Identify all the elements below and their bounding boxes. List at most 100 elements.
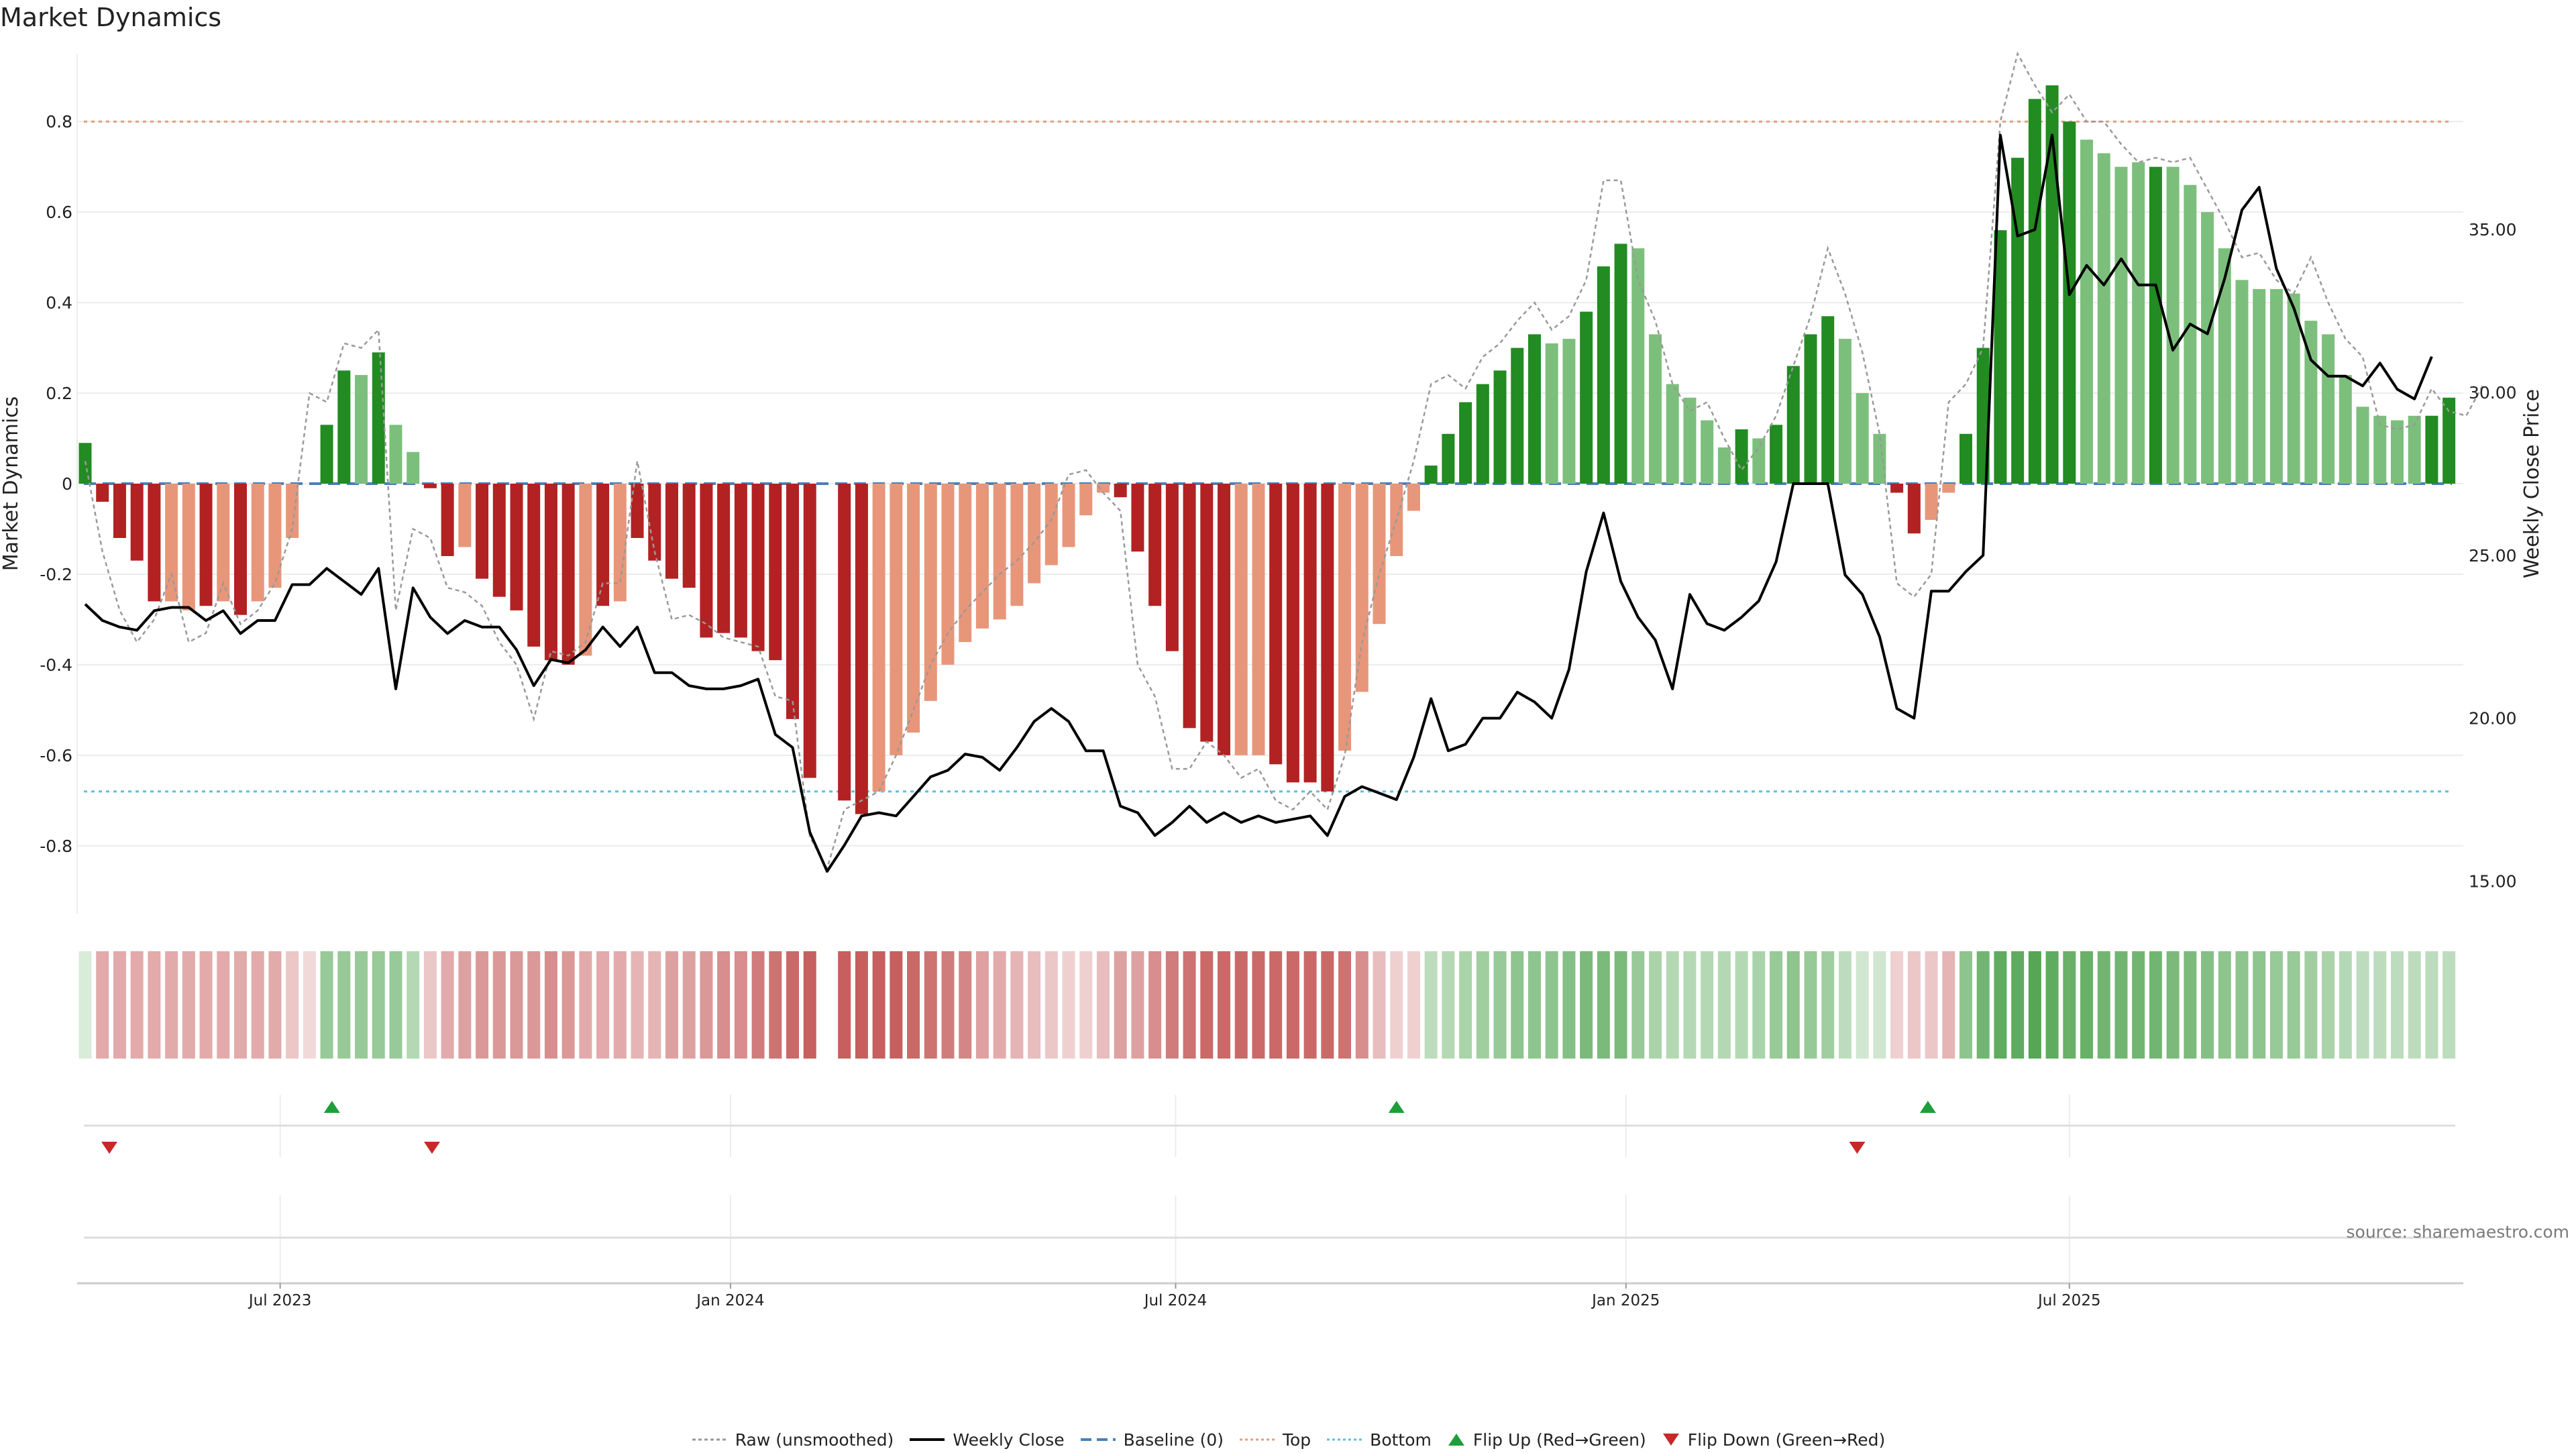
heat-cell bbox=[631, 951, 644, 1059]
flip-down-marker bbox=[101, 1142, 118, 1154]
heat-cell bbox=[2356, 951, 2369, 1059]
dynamics-bar bbox=[1666, 384, 1679, 484]
heat-cell bbox=[1218, 951, 1231, 1059]
dynamics-bar bbox=[182, 484, 195, 610]
legend: Raw (unsmoothed) Weekly Close Baseline (… bbox=[0, 1426, 2576, 1453]
dynamics-bar bbox=[113, 484, 126, 538]
heat-cell bbox=[1442, 951, 1455, 1059]
heat-cell bbox=[1838, 951, 1851, 1059]
heat-cell bbox=[613, 951, 627, 1059]
legend-flip-up-label: Flip Up (Red→Green) bbox=[1472, 1430, 1646, 1450]
raw-line bbox=[84, 51, 2485, 871]
heat-cell bbox=[855, 951, 868, 1059]
dynamics-bar bbox=[941, 484, 955, 665]
heat-cell bbox=[337, 951, 351, 1059]
y2-axis-labels: 15.00 20.00 25.00 30.00 35.00 Weekly Close Pr… bbox=[2469, 220, 2544, 891]
legend-baseline-swatch bbox=[1080, 1438, 1116, 1441]
dynamics-bar bbox=[2132, 162, 2145, 484]
heat-cell bbox=[130, 951, 144, 1059]
heat-cell bbox=[1407, 951, 1420, 1059]
heat-cell bbox=[1165, 951, 1179, 1059]
chart-title: Market Dynamics bbox=[0, 3, 222, 32]
heat-cell bbox=[286, 951, 299, 1059]
dynamics-bars bbox=[78, 85, 2456, 814]
legend-top: Top bbox=[1238, 1430, 1311, 1450]
heat-cell bbox=[407, 951, 420, 1059]
flip-markers bbox=[101, 1101, 1936, 1154]
heat-cell bbox=[96, 951, 109, 1059]
heat-cell bbox=[579, 951, 592, 1059]
heat-strip bbox=[78, 951, 2456, 1059]
dynamics-bar bbox=[148, 484, 161, 602]
dynamics-bar bbox=[2253, 288, 2266, 484]
heat-cell bbox=[423, 951, 437, 1059]
heat-cell bbox=[355, 951, 368, 1059]
y2-tick-label: 35.00 bbox=[2469, 220, 2517, 239]
dynamics-bar bbox=[1476, 384, 1489, 484]
dynamics-bar bbox=[579, 484, 592, 656]
dynamics-bar bbox=[2114, 166, 2128, 484]
heat-cell bbox=[1286, 951, 1299, 1059]
series-lines bbox=[84, 51, 2485, 873]
dynamics-bar bbox=[423, 484, 437, 488]
heat-cell bbox=[2253, 951, 2266, 1059]
dynamics-bar bbox=[1269, 484, 1283, 765]
heat-cell bbox=[1562, 951, 1576, 1059]
legend-baseline-label: Baseline (0) bbox=[1123, 1430, 1224, 1450]
dynamics-bar bbox=[2408, 415, 2421, 484]
heat-cell bbox=[786, 951, 800, 1059]
dynamics-bar bbox=[1355, 484, 1368, 692]
heat-cell bbox=[2045, 951, 2059, 1059]
dynamics-bar bbox=[700, 484, 713, 638]
heat-cell bbox=[2390, 951, 2404, 1059]
heat-cell bbox=[993, 951, 1006, 1059]
dynamics-bar bbox=[1994, 230, 2007, 484]
dynamics-bar bbox=[2235, 280, 2249, 484]
heat-cell bbox=[2339, 951, 2352, 1059]
heat-cell bbox=[217, 951, 230, 1059]
heat-cell bbox=[1493, 951, 1507, 1059]
heat-cell bbox=[1580, 951, 1593, 1059]
heat-cell bbox=[2322, 951, 2335, 1059]
dynamics-bar bbox=[510, 484, 523, 610]
dynamics-bar bbox=[631, 484, 644, 538]
heat-cell bbox=[751, 951, 765, 1059]
heat-cell bbox=[1873, 951, 1886, 1059]
heat-cell bbox=[251, 951, 264, 1059]
legend-flip-up-icon bbox=[1448, 1434, 1464, 1446]
heat-cell bbox=[1856, 951, 1869, 1059]
dynamics-bar bbox=[372, 352, 385, 484]
x-tick-label: Jul 2024 bbox=[1143, 1292, 1208, 1309]
dynamics-bar bbox=[924, 484, 937, 701]
dynamics-bar bbox=[355, 375, 368, 484]
heat-cell bbox=[2011, 951, 2025, 1059]
heat-cell bbox=[941, 951, 955, 1059]
heat-cell bbox=[1804, 951, 1817, 1059]
dynamics-bar bbox=[1424, 466, 1438, 484]
dynamics-bar bbox=[1786, 366, 1800, 484]
heat-cell bbox=[182, 951, 195, 1059]
heat-cell bbox=[2080, 951, 2094, 1059]
dynamics-bar bbox=[2339, 375, 2352, 484]
dynamics-bar bbox=[1942, 484, 1955, 493]
heat-cell bbox=[1649, 951, 1662, 1059]
dynamics-bar bbox=[2390, 420, 2404, 484]
dynamics-bar bbox=[993, 484, 1006, 620]
dynamics-bar bbox=[1010, 484, 1024, 606]
x-tick-label: Jan 2025 bbox=[1591, 1292, 1660, 1309]
dynamics-bar bbox=[1148, 484, 1162, 606]
dynamics-bar bbox=[1580, 311, 1593, 484]
heat-cell bbox=[1683, 951, 1697, 1059]
dynamics-bar bbox=[2080, 140, 2094, 484]
heat-cell bbox=[682, 951, 696, 1059]
y-tick-label: -0.4 bbox=[40, 655, 72, 675]
heat-cell bbox=[734, 951, 747, 1059]
dynamics-bar bbox=[613, 484, 627, 602]
heat-cell bbox=[975, 951, 989, 1059]
heat-cell bbox=[268, 951, 282, 1059]
dynamics-bar bbox=[1562, 339, 1576, 484]
dynamics-bar bbox=[1252, 484, 1265, 755]
dynamics-bar bbox=[717, 484, 731, 633]
heat-cell bbox=[1062, 951, 1075, 1059]
dynamics-bar bbox=[2269, 288, 2283, 484]
